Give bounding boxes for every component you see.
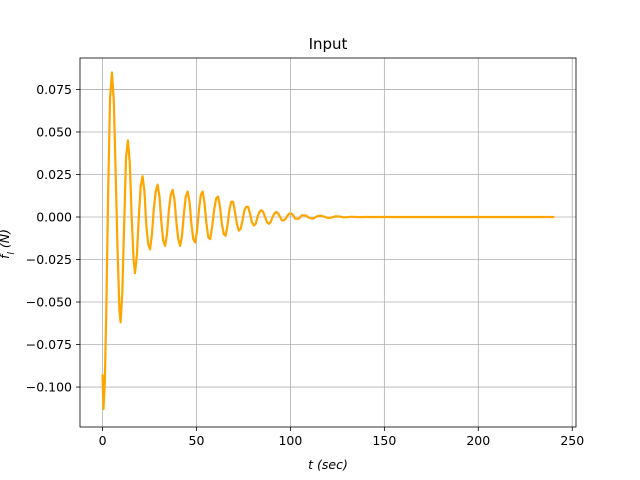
y-tick-label: 0.075 (36, 82, 72, 97)
y-tick-label: 0.000 (36, 209, 72, 224)
x-tick-label: 100 (278, 433, 302, 448)
ticks: 0 50 100 150 200 250 −0.100 −0.075 −0.050 −0.025 0… (26, 82, 584, 448)
series-layer (101, 71, 555, 411)
x-tick-label: 0 (99, 433, 107, 448)
y-tick-label: 0.050 (36, 124, 72, 139)
series-line (101, 71, 555, 411)
grid (80, 58, 576, 427)
y-tick-label: 0.025 (36, 167, 72, 182)
x-axis-label: t (sec) (308, 457, 348, 472)
y-tick-label: −0.100 (26, 380, 72, 395)
y-tick-label: −0.075 (26, 337, 72, 352)
x-tick-label: 250 (560, 433, 584, 448)
y-tick-label: −0.025 (26, 252, 72, 267)
x-tick-label: 150 (372, 433, 396, 448)
x-tick-label: 200 (466, 433, 490, 448)
x-tick-label: 50 (189, 433, 205, 448)
chart-title: Input (309, 35, 348, 53)
y-tick-label: −0.050 (26, 295, 72, 310)
y-axis-label: fl (N) (0, 229, 17, 259)
plot-frame (79, 57, 577, 428)
